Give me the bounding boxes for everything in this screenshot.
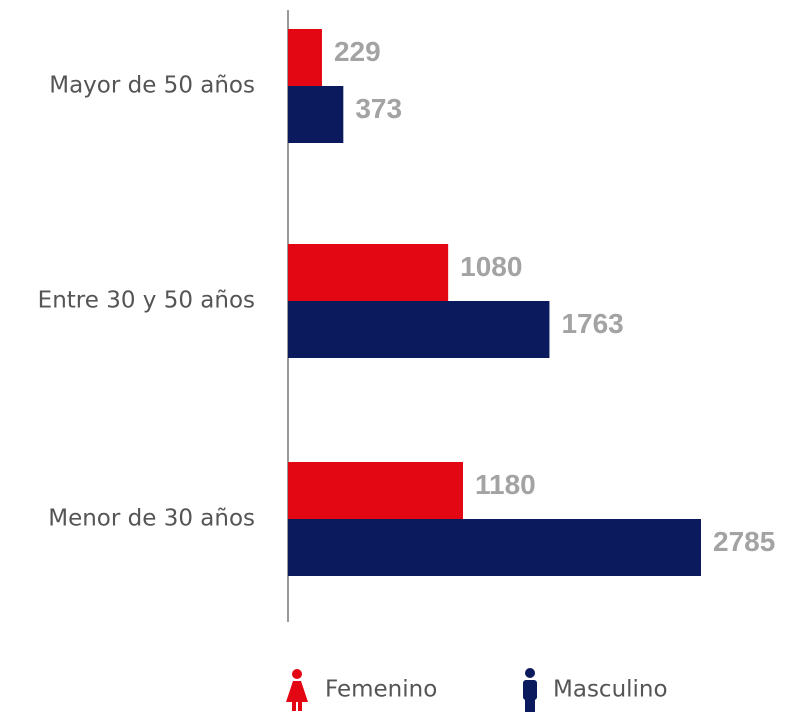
value-label: 2785 xyxy=(713,526,775,557)
value-label: 1080 xyxy=(460,251,522,282)
legend-icon-male xyxy=(523,668,537,712)
bar xyxy=(288,86,344,143)
value-label: 1763 xyxy=(561,308,623,339)
category-label: Menor de 30 años xyxy=(48,506,255,532)
legend-icon-female xyxy=(286,669,308,711)
value-label: 373 xyxy=(355,93,402,124)
value-label: 1180 xyxy=(475,469,536,500)
category-label: Entre 30 y 50 años xyxy=(38,288,255,314)
bar xyxy=(288,462,463,519)
bar xyxy=(288,519,701,576)
legend: Femenino Masculino xyxy=(286,668,668,712)
legend-label: Femenino xyxy=(325,677,437,703)
category-label: Mayor de 50 años xyxy=(49,73,255,99)
value-label: 229 xyxy=(334,36,381,67)
bar xyxy=(288,301,550,358)
bar xyxy=(288,244,449,301)
bar xyxy=(288,29,322,86)
legend-label: Masculino xyxy=(553,677,668,703)
